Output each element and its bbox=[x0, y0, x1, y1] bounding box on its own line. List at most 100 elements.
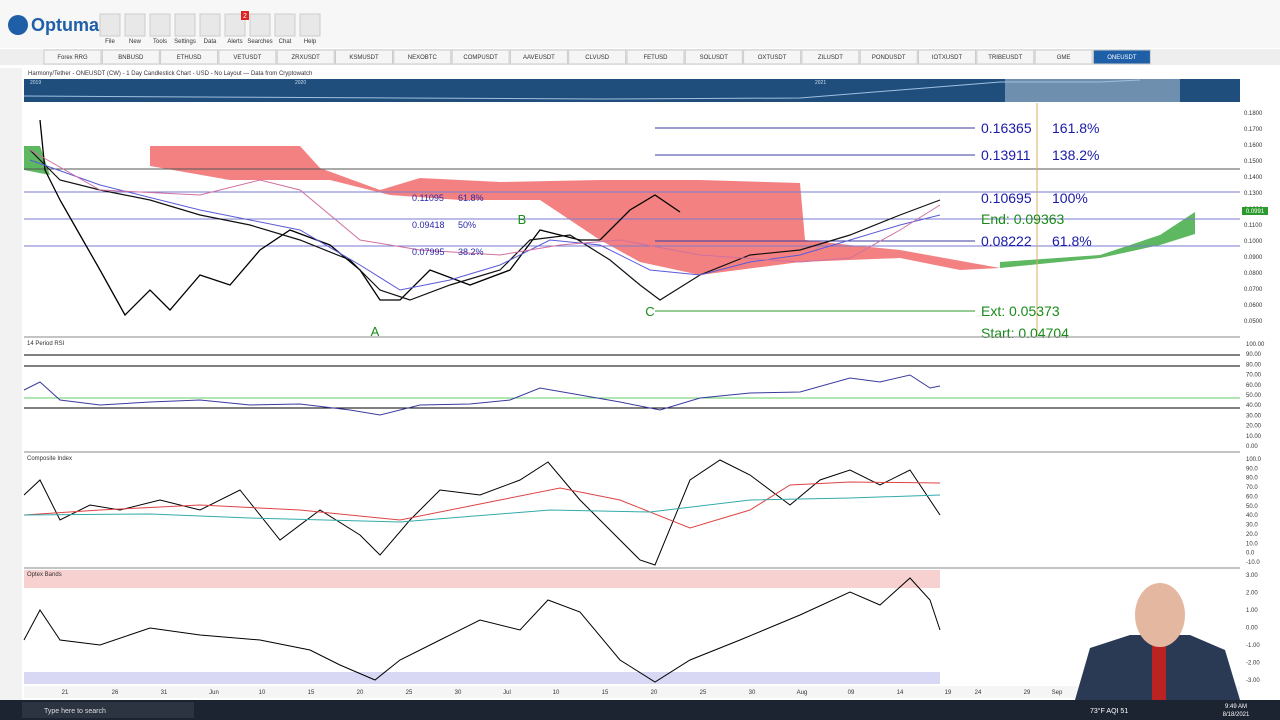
price-tick-label: 0.1600 bbox=[1244, 143, 1263, 149]
tab-label: Forex RRG bbox=[57, 55, 88, 61]
price-tick-label: 0.1100 bbox=[1244, 223, 1263, 229]
tab[interactable] bbox=[1034, 49, 1093, 65]
date-label: 26 bbox=[112, 690, 119, 696]
tab[interactable] bbox=[101, 49, 160, 65]
wave-point: C bbox=[645, 304, 654, 319]
chart-header: Harmony/Tether - ONEUSDT (CW) - 1 Day Ca… bbox=[28, 71, 312, 77]
panel-tick-label: 100.00 bbox=[1246, 342, 1265, 348]
tab-label: FETUSD bbox=[644, 55, 669, 61]
date-label: 21 bbox=[62, 690, 69, 696]
composite-slow bbox=[23, 494, 941, 523]
tab[interactable] bbox=[276, 49, 335, 65]
tab[interactable] bbox=[684, 49, 743, 65]
wave-point: B bbox=[518, 212, 527, 227]
logo-icon bbox=[8, 15, 28, 35]
tab[interactable] bbox=[509, 49, 568, 65]
tab[interactable] bbox=[393, 49, 452, 65]
toolbar-button[interactable] bbox=[224, 13, 246, 37]
date-label: 10 bbox=[259, 690, 266, 696]
tab[interactable] bbox=[859, 49, 918, 65]
date-label: 15 bbox=[308, 690, 315, 696]
toolbar-button[interactable] bbox=[174, 13, 196, 37]
panel-tick-label: 50.0 bbox=[1246, 504, 1258, 510]
toolbar-label: Searches bbox=[247, 39, 272, 45]
toolbar-button[interactable] bbox=[149, 13, 171, 37]
fib-percent: 138.2% bbox=[1052, 147, 1099, 163]
panel-tick-label: 50.00 bbox=[1246, 393, 1262, 399]
ichimoku-cloud-green bbox=[1000, 212, 1195, 268]
toolbar-button[interactable] bbox=[124, 13, 146, 37]
panel-tick-label: 40.0 bbox=[1246, 513, 1258, 519]
date-label: 20 bbox=[651, 690, 658, 696]
toolbar-button[interactable] bbox=[99, 13, 121, 37]
tab[interactable] bbox=[335, 49, 393, 65]
price-tick-label: 0.1700 bbox=[1244, 127, 1263, 133]
fib-left-value: 0.09418 bbox=[412, 220, 445, 230]
panel-tick-label: 20.00 bbox=[1246, 424, 1262, 430]
panel-tick-label: 70.0 bbox=[1246, 485, 1258, 491]
date-label: 24 bbox=[975, 690, 982, 696]
panel-tick-label: -2.00 bbox=[1246, 661, 1260, 667]
toolbar-button[interactable] bbox=[199, 13, 221, 37]
fib-left-percent: 50% bbox=[458, 220, 476, 230]
panel-tick-label: 3.00 bbox=[1246, 573, 1258, 579]
panel-tick-label: 0.00 bbox=[1246, 626, 1258, 632]
tab[interactable] bbox=[451, 49, 510, 65]
clock-time: 9:49 AM bbox=[1225, 704, 1247, 710]
fib-left-value: 0.11095 bbox=[412, 193, 444, 203]
toolbar-button[interactable] bbox=[299, 13, 321, 37]
price-tick-label: 0.1300 bbox=[1244, 191, 1263, 197]
toolbar-button[interactable] bbox=[274, 13, 296, 37]
tab[interactable] bbox=[743, 49, 802, 65]
search-box[interactable] bbox=[22, 702, 194, 718]
tab-label: VETUSDT bbox=[233, 55, 261, 61]
price-tick-label: 0.0700 bbox=[1244, 287, 1263, 293]
date-label: 25 bbox=[700, 690, 707, 696]
tab-label: IOTXUSDT bbox=[932, 55, 963, 61]
projection-label: End: 0.09363 bbox=[981, 211, 1065, 227]
panel-title: 14 Period RSI bbox=[27, 341, 65, 347]
panel-title: Composite Index bbox=[27, 456, 72, 462]
date-label: Sep bbox=[1052, 690, 1063, 696]
panel-tick-label: -1.00 bbox=[1246, 643, 1260, 649]
alert-badge: 2 bbox=[243, 13, 247, 20]
panel-title: Optex Bands bbox=[27, 572, 62, 578]
price-tick-label: 0.0500 bbox=[1244, 319, 1263, 325]
tab[interactable] bbox=[976, 49, 1035, 65]
date-label: Jun bbox=[209, 690, 219, 696]
tab[interactable] bbox=[568, 49, 627, 65]
toolbar-button[interactable] bbox=[249, 13, 271, 37]
tab[interactable] bbox=[160, 49, 219, 65]
tab[interactable] bbox=[218, 49, 277, 65]
rsi-line bbox=[23, 374, 941, 416]
tab[interactable] bbox=[918, 49, 976, 65]
date-label: 31 bbox=[161, 690, 168, 696]
tab[interactable] bbox=[626, 49, 685, 65]
tab-label: AAVEUSDT bbox=[523, 55, 555, 61]
tab-label: ZRXUSDT bbox=[292, 55, 321, 61]
fib-value: 0.08222 bbox=[981, 233, 1032, 249]
panel-tick-label: 40.00 bbox=[1246, 403, 1262, 409]
ichimoku-cloud-green-left bbox=[24, 146, 50, 175]
date-label: 15 bbox=[602, 690, 609, 696]
overview-year: 2021 bbox=[815, 80, 826, 86]
panel-tick-label: 1.00 bbox=[1246, 608, 1258, 614]
overview-window bbox=[1005, 79, 1180, 102]
tab-label: OXTUSDT bbox=[758, 55, 787, 61]
wave-point: A bbox=[371, 324, 380, 339]
projection-label: Ext: 0.05373 bbox=[981, 303, 1060, 319]
tab[interactable] bbox=[801, 49, 860, 65]
toolbar-label: New bbox=[129, 39, 142, 45]
projection-label: Start: 0.04704 bbox=[981, 325, 1069, 341]
optex-line bbox=[23, 577, 941, 683]
tab[interactable] bbox=[1092, 49, 1151, 65]
tab[interactable] bbox=[43, 49, 102, 65]
last-price-bg bbox=[1242, 207, 1268, 215]
date-label: Aug bbox=[797, 690, 808, 696]
composite-fast bbox=[23, 481, 941, 529]
logo: Optuma bbox=[31, 15, 100, 35]
panel-tick-label: -10.0 bbox=[1246, 560, 1260, 566]
date-label: 25 bbox=[406, 690, 413, 696]
search-text: Type here to search bbox=[44, 708, 106, 715]
